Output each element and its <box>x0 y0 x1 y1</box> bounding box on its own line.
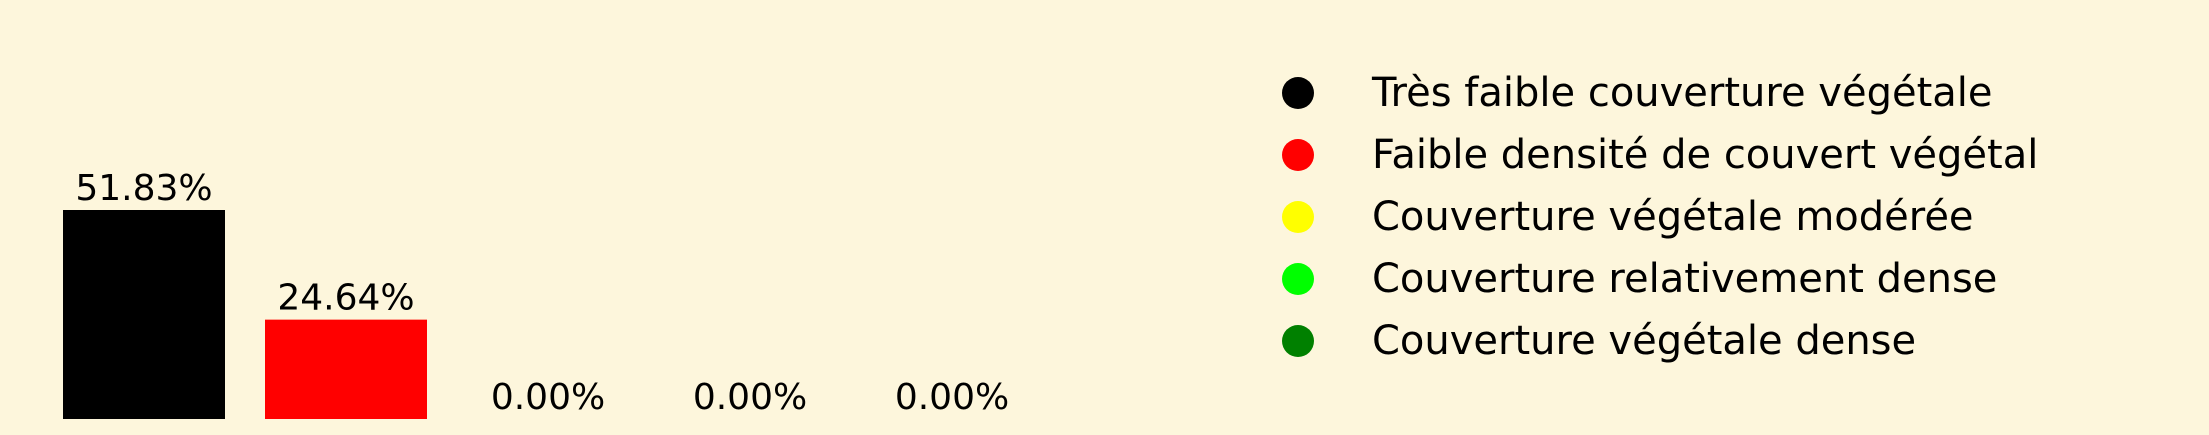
bar-label-2: 24.64% <box>277 278 414 319</box>
bar-label-4: 0.00% <box>693 377 807 418</box>
legend-marker-1 <box>1282 77 1314 109</box>
legend-marker-3 <box>1282 201 1314 233</box>
legend-label-4: Couverture relativement dense <box>1372 256 1997 302</box>
legend-label-1: Très faible couverture végétale <box>1371 70 1993 116</box>
legend: Très faible couverture végétale Faible de… <box>1282 70 2038 364</box>
bar-label-5: 0.00% <box>895 377 1009 418</box>
bar-2 <box>265 320 427 419</box>
legend-marker-4 <box>1282 263 1314 295</box>
legend-label-5: Couverture végétale dense <box>1372 318 1916 364</box>
legend-label-3: Couverture végétale modérée <box>1372 194 1974 240</box>
legend-label-2: Faible densité de couvert végétal <box>1372 132 2038 178</box>
legend-marker-2 <box>1282 139 1314 171</box>
bar-label-1: 51.83% <box>75 168 212 209</box>
bar-label-3: 0.00% <box>491 377 605 418</box>
legend-marker-5 <box>1282 325 1314 357</box>
bar-1 <box>63 210 225 419</box>
